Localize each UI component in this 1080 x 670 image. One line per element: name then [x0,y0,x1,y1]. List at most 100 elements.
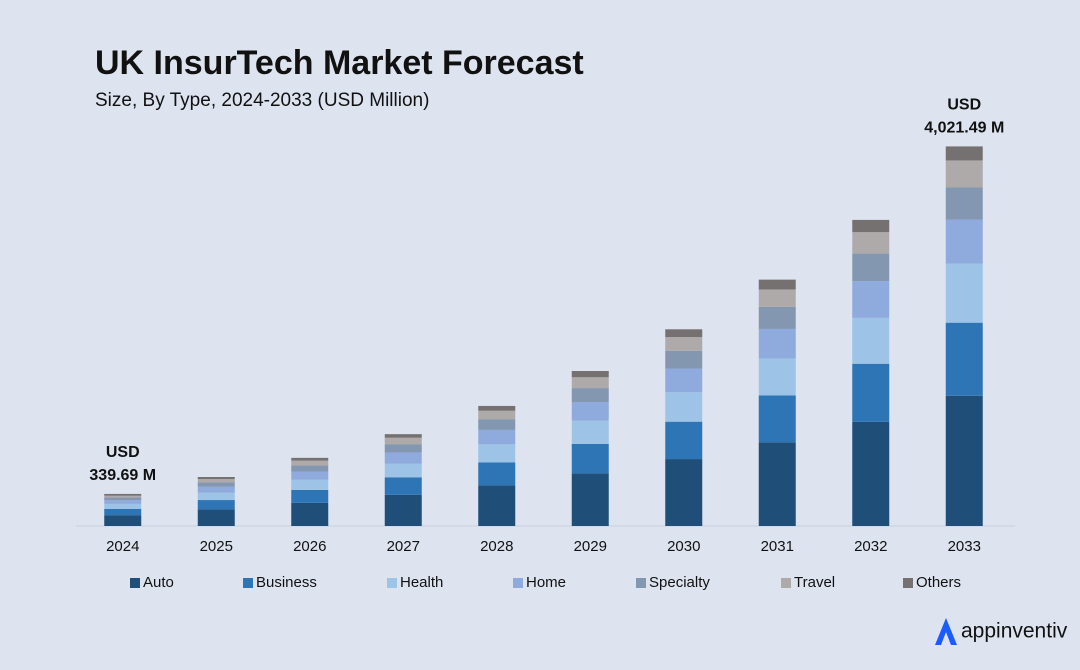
bar-segment [665,421,703,460]
bar-segment [478,485,516,526]
bar-segment [104,497,142,501]
bar-segment [291,489,329,503]
bar-segment [197,482,235,487]
bar-segment [852,219,890,233]
bar-segment [852,363,890,422]
bar-segment [291,471,329,480]
bar-segment [665,392,703,422]
bar-segment [478,405,516,411]
legend-swatch [903,578,913,588]
bar-segment [945,263,983,323]
bar-segment [665,368,703,393]
legend-swatch [243,578,253,588]
total-annotation: USD [947,97,981,114]
legend-swatch [781,578,791,588]
bar-segment [197,477,235,479]
chart-subtitle: Size, By Type, 2024-2033 (USD Million) [95,90,429,111]
legend-swatch [513,578,523,588]
bar-segment [291,460,329,466]
bar-segment [758,442,796,526]
bar-segment [665,337,703,351]
chart-title: UK InsurTech Market Forecast [95,44,584,82]
legend-label: Travel [794,574,835,591]
bar-segment [104,508,142,516]
legend-label: Auto [143,574,174,591]
bar-segment [104,495,142,498]
bar-segment [384,477,422,495]
bar-segment [758,328,796,359]
bar-segment [478,444,516,463]
bar-segment [571,402,609,421]
legend-swatch [130,578,140,588]
bar-segment [291,502,329,526]
bar-segment [852,253,890,282]
brand-logo [935,618,957,645]
legend-label: Home [526,574,566,591]
bar-segment [478,429,516,445]
bar-segment [291,457,329,461]
bar-segment [571,388,609,403]
x-tick-label: 2024 [106,538,139,555]
bar-segment [291,479,329,490]
bar-segment [852,317,890,364]
bar-segment [197,509,235,526]
bar-segment [384,463,422,478]
bar-segment [104,500,142,504]
x-tick-label: 2030 [667,538,700,555]
bar-segment [852,232,890,254]
x-tick-label: 2029 [574,538,607,555]
x-tick-label: 2027 [387,538,420,555]
bar-segment [197,492,235,501]
total-annotation: 339.69 M [89,467,156,484]
bar-segment [384,452,422,464]
bar-segment [945,146,983,161]
total-annotation: USD [106,444,140,461]
bar-segment [758,395,796,443]
bar-segment [197,500,235,510]
bar-segment [945,187,983,220]
bar-segment [571,371,609,378]
bar-segment [384,437,422,445]
bar-segment [945,160,983,188]
legend-swatch [387,578,397,588]
bar-segment [665,350,703,369]
bar-segment [945,219,983,264]
bar-segment [478,410,516,420]
bar-segment [665,329,703,338]
legend-swatch [636,578,646,588]
x-tick-label: 2028 [480,538,513,555]
bar-segment [571,377,609,389]
bar-segment [384,434,422,438]
bar-segment [758,289,796,307]
bar-segment [478,462,516,486]
bar-segment [758,358,796,396]
bar-segment [104,503,142,509]
bar-segment [291,465,329,472]
brand-name: appinventiv [961,620,1068,643]
bar-segment [571,420,609,444]
bar-segment [197,486,235,493]
x-tick-label: 2026 [293,538,326,555]
bar-segment [945,395,983,526]
x-tick-label: 2033 [948,538,981,555]
bar-segment [945,322,983,396]
bar-segment [758,279,796,290]
x-tick-label: 2025 [200,538,233,555]
bar-segment [384,494,422,526]
bar-segment [384,444,422,453]
legend-label: Business [256,574,317,591]
bar-segment [571,473,609,526]
x-tick-label: 2032 [854,538,887,555]
bar-segment [104,493,142,496]
legend-label: Health [400,574,443,591]
bar-segment [571,443,609,474]
legend-label: Others [916,574,961,591]
legend-label: Specialty [649,574,710,591]
bar-segment [665,459,703,526]
bar-segment [478,419,516,430]
bar-segment [758,306,796,329]
bar-segment [852,281,890,318]
